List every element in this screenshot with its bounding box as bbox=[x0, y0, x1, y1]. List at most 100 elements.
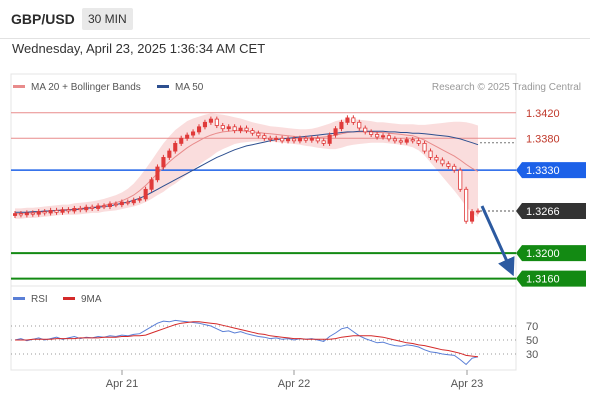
top-bar: GBP/USD 30 MIN bbox=[0, 0, 590, 39]
candle bbox=[96, 203, 101, 211]
ma50-legend-label: MA 50 bbox=[175, 82, 204, 93]
svg-text:1.3330: 1.3330 bbox=[526, 165, 560, 177]
rsi-ma-legend-swatch bbox=[63, 297, 75, 300]
candle bbox=[232, 124, 237, 134]
timeframe-button[interactable]: 30 MIN bbox=[82, 8, 133, 30]
price-label-support: 1.3160 bbox=[516, 270, 586, 287]
candle bbox=[72, 205, 77, 214]
candle bbox=[297, 135, 302, 144]
candle bbox=[285, 136, 291, 144]
time-tick-label: Apr 23 bbox=[451, 378, 483, 390]
time-tick-label: Apr 21 bbox=[106, 378, 138, 390]
svg-text:1.3266: 1.3266 bbox=[526, 206, 560, 218]
candle bbox=[18, 211, 23, 218]
price-levels bbox=[11, 112, 516, 280]
candle bbox=[351, 115, 356, 125]
candle bbox=[410, 137, 415, 144]
candle bbox=[321, 138, 326, 146]
candle bbox=[66, 207, 71, 214]
candle bbox=[24, 210, 29, 218]
candle bbox=[238, 125, 243, 134]
candle bbox=[303, 135, 308, 143]
candle bbox=[280, 135, 285, 144]
bollinger-band bbox=[15, 113, 478, 219]
candle bbox=[380, 133, 386, 140]
candle bbox=[36, 209, 41, 217]
candle bbox=[196, 124, 202, 135]
candle bbox=[434, 154, 439, 163]
forecast-arrow bbox=[480, 205, 515, 277]
candle bbox=[60, 207, 65, 215]
instrument-symbol: GBP/USD bbox=[11, 11, 75, 27]
candle bbox=[84, 204, 89, 213]
candle bbox=[464, 186, 469, 224]
candle bbox=[131, 197, 136, 206]
candle bbox=[220, 122, 225, 132]
candle bbox=[327, 132, 332, 146]
candle bbox=[90, 204, 95, 211]
candle bbox=[428, 148, 433, 160]
candle bbox=[214, 116, 219, 129]
candle bbox=[78, 205, 83, 213]
candle bbox=[137, 196, 142, 203]
candle bbox=[309, 135, 314, 143]
candle bbox=[48, 207, 53, 216]
chart-credit: Research © 2025 Trading Central bbox=[432, 82, 581, 93]
candle bbox=[363, 125, 368, 135]
svg-text:1.3200: 1.3200 bbox=[526, 248, 560, 260]
bollinger-band-area bbox=[15, 113, 478, 219]
candle bbox=[333, 126, 338, 138]
candle bbox=[345, 115, 350, 125]
ma50-legend-swatch bbox=[157, 85, 169, 88]
candle bbox=[155, 164, 160, 183]
candle bbox=[42, 209, 47, 216]
candle bbox=[30, 210, 35, 217]
plot-frame bbox=[10, 73, 517, 371]
candle bbox=[250, 128, 255, 136]
candle bbox=[386, 133, 391, 142]
candle bbox=[268, 135, 273, 143]
candle bbox=[167, 148, 172, 160]
rsi-level-label: 30 bbox=[526, 349, 538, 361]
candle bbox=[102, 203, 107, 210]
price-label: 1.3380 bbox=[526, 133, 560, 145]
chart-datetime: Wednesday, April 23, 2025 1:36:34 AM CET bbox=[12, 41, 266, 56]
candle bbox=[458, 167, 463, 192]
candle bbox=[113, 201, 119, 208]
candle bbox=[339, 119, 344, 132]
candle bbox=[422, 140, 427, 154]
rsi-ma-legend-label: 9MA bbox=[81, 294, 102, 305]
ma20-legend-label: MA 20 + Bollinger Bands bbox=[31, 82, 141, 93]
candle bbox=[185, 132, 190, 141]
candle bbox=[274, 135, 279, 143]
candle bbox=[54, 207, 59, 215]
candle bbox=[369, 129, 374, 137]
candle bbox=[315, 135, 320, 144]
candle bbox=[143, 186, 148, 202]
candle bbox=[226, 124, 231, 132]
candle bbox=[262, 133, 267, 141]
candle bbox=[173, 140, 178, 154]
candle bbox=[161, 154, 166, 170]
candle bbox=[475, 208, 481, 215]
candle bbox=[202, 119, 208, 130]
time-tick-label: Apr 22 bbox=[278, 378, 310, 390]
price-axis-labels: 1.3420 1.3380 1.3330 1.3266 1.3200 1.3160 bbox=[516, 108, 586, 287]
rsi-level-label: 50 bbox=[526, 335, 538, 347]
time-axis: Apr 21 Apr 22 Apr 23 bbox=[106, 370, 483, 390]
candle bbox=[244, 125, 249, 134]
price-label: 1.3420 bbox=[526, 108, 560, 120]
price-label-pivot: 1.3330 bbox=[516, 162, 586, 179]
candle bbox=[119, 199, 124, 208]
candle bbox=[179, 135, 184, 146]
candle bbox=[291, 136, 297, 144]
price-label-current: 1.3266 bbox=[516, 203, 586, 219]
candle bbox=[452, 163, 457, 173]
candle bbox=[149, 177, 154, 192]
candle bbox=[125, 199, 130, 206]
candle bbox=[357, 119, 362, 131]
candle bbox=[392, 136, 397, 144]
price-label-support: 1.3200 bbox=[516, 245, 586, 262]
rsi-legend-label: RSI bbox=[31, 294, 48, 305]
